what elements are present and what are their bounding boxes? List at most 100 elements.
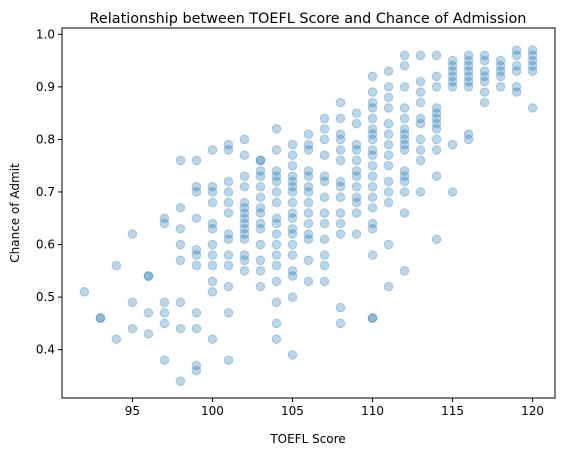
data-point	[399, 113, 410, 124]
data-point	[463, 61, 474, 71]
data-point	[303, 181, 314, 192]
data-point	[335, 208, 346, 218]
data-point	[351, 171, 362, 182]
data-point	[287, 187, 298, 197]
x-tick-label: 110	[361, 404, 384, 418]
data-point	[95, 313, 106, 323]
data-point	[287, 181, 298, 192]
data-point	[287, 171, 298, 182]
data-point	[479, 55, 490, 66]
data-point	[383, 66, 394, 76]
data-point	[287, 239, 298, 250]
data-point	[223, 187, 234, 197]
data-point	[111, 260, 122, 271]
data-point	[495, 66, 506, 76]
data-point	[415, 134, 426, 145]
data-point	[431, 108, 442, 118]
data-point	[415, 118, 426, 129]
data-point	[415, 50, 426, 61]
data-point	[447, 66, 458, 76]
data-point	[319, 234, 330, 245]
data-point	[319, 192, 330, 203]
data-point	[223, 355, 234, 365]
data-point	[367, 181, 378, 192]
data-point	[335, 318, 346, 329]
data-point	[255, 166, 266, 176]
data-point	[303, 166, 314, 176]
data-point	[143, 308, 154, 318]
data-point	[367, 87, 378, 97]
data-point	[127, 229, 138, 239]
data-point	[287, 350, 298, 360]
data-point	[383, 118, 394, 129]
x-tick-label: 95	[125, 404, 140, 418]
data-point	[175, 202, 186, 213]
data-point	[415, 145, 426, 155]
data-point	[399, 208, 410, 218]
y-tick-label: 0.4	[36, 343, 55, 357]
data-point	[511, 45, 522, 55]
data-point	[527, 61, 538, 71]
x-tick-label: 100	[201, 404, 224, 418]
x-axis-label: TOEFL Score	[269, 432, 345, 446]
data-point	[447, 139, 458, 150]
data-point	[79, 287, 90, 297]
data-point	[399, 166, 410, 176]
data-point	[159, 218, 170, 229]
data-point	[287, 223, 298, 234]
data-point	[191, 244, 202, 255]
data-point	[479, 50, 490, 61]
data-point	[335, 129, 346, 139]
y-axis-label: Chance of Admit	[8, 163, 22, 263]
data-point	[479, 87, 490, 97]
data-point	[239, 171, 250, 182]
data-point	[351, 139, 362, 150]
data-point	[479, 76, 490, 87]
data-point	[207, 239, 218, 250]
data-point	[223, 234, 234, 245]
data-point	[271, 124, 282, 134]
data-point	[479, 71, 490, 82]
data-point	[271, 229, 282, 239]
data-point	[271, 334, 282, 344]
data-point	[431, 113, 442, 124]
data-point	[191, 323, 202, 334]
data-point	[111, 334, 122, 344]
data-point	[287, 271, 298, 281]
data-point	[175, 255, 186, 266]
data-point	[463, 71, 474, 82]
data-point	[143, 329, 154, 339]
data-point	[271, 171, 282, 182]
x-tick-label: 115	[441, 404, 464, 418]
data-point	[255, 208, 266, 218]
data-point	[207, 287, 218, 297]
data-point	[303, 187, 314, 197]
data-point	[159, 213, 170, 224]
data-point	[351, 118, 362, 129]
data-point	[383, 160, 394, 171]
data-point	[351, 155, 362, 166]
data-point	[191, 187, 202, 197]
data-point	[351, 229, 362, 239]
data-point	[223, 281, 234, 292]
data-point	[271, 318, 282, 329]
data-point	[415, 97, 426, 108]
data-point	[383, 197, 394, 208]
data-point	[415, 87, 426, 97]
data-point	[367, 223, 378, 234]
data-point	[399, 61, 410, 71]
y-tick-label: 0.7	[36, 185, 55, 199]
data-point	[239, 208, 250, 218]
data-point	[271, 239, 282, 250]
data-point	[191, 155, 202, 166]
data-point	[287, 208, 298, 218]
data-point	[335, 155, 346, 166]
data-point	[447, 71, 458, 82]
data-point	[303, 234, 314, 245]
data-point	[223, 250, 234, 260]
data-point	[335, 192, 346, 203]
data-point	[367, 313, 378, 323]
data-point	[143, 271, 154, 281]
data-point	[319, 208, 330, 218]
